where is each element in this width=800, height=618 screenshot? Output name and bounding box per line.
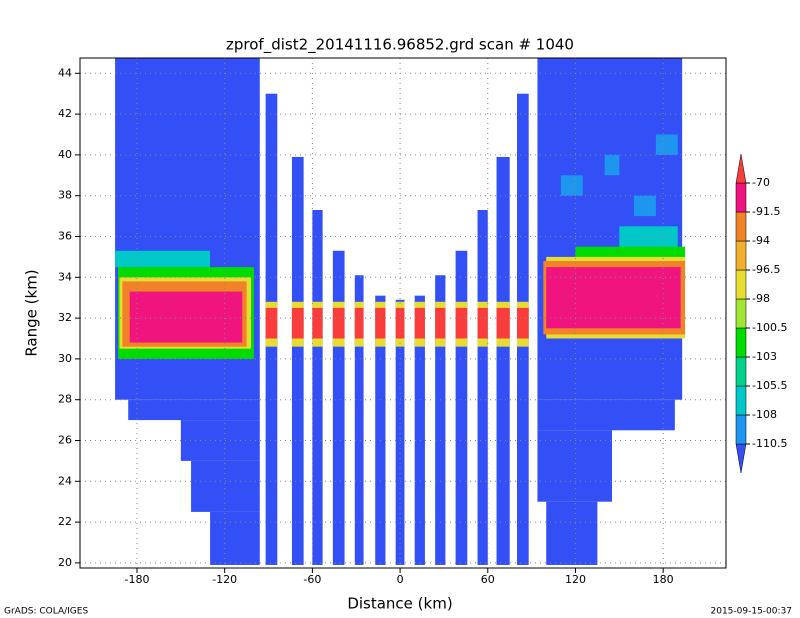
y-tick-label: 36 xyxy=(58,230,72,243)
colorbar-box xyxy=(735,269,747,300)
y-tick-label: 20 xyxy=(58,556,72,569)
cell xyxy=(291,307,304,339)
footer-right: 2015-09-15-00:37 xyxy=(711,607,793,617)
colorbar-arrow xyxy=(735,443,747,474)
cell xyxy=(210,511,260,565)
colorbar-arrow xyxy=(735,153,747,184)
cell xyxy=(332,250,345,565)
cell xyxy=(414,307,425,339)
chart-title: zprof_dist2_20141116.96852.grd scan # 10… xyxy=(226,36,574,55)
y-tick-label: 44 xyxy=(58,66,72,79)
y-tick-label: 38 xyxy=(58,189,72,202)
cell xyxy=(332,307,345,339)
colorbar-box xyxy=(735,298,747,329)
cell xyxy=(517,307,529,339)
cell xyxy=(633,195,656,217)
y-tick-label: 26 xyxy=(58,434,72,447)
colorbar-label: -105.5 xyxy=(752,379,787,392)
x-axis-label: Distance (km) xyxy=(347,595,452,613)
cell xyxy=(414,295,425,565)
colorbar-label: -96.5 xyxy=(752,263,780,276)
y-tick-label: 32 xyxy=(58,311,72,324)
cell xyxy=(477,307,488,339)
x-tick-label: 180 xyxy=(653,573,674,586)
colorbar-label: -100.5 xyxy=(752,321,787,334)
y-tick-label: 28 xyxy=(58,393,72,406)
cell xyxy=(455,307,468,339)
x-tick-label: 120 xyxy=(565,573,586,586)
colorbar-label: -98 xyxy=(752,292,770,305)
cell xyxy=(312,307,323,339)
cell xyxy=(435,275,446,565)
cell xyxy=(128,399,260,421)
cell xyxy=(354,275,364,565)
cell xyxy=(477,209,488,565)
colorbar-label: -108 xyxy=(752,408,777,421)
cell xyxy=(129,291,243,343)
colorbar-box xyxy=(735,356,747,387)
y-tick-label: 24 xyxy=(58,474,72,487)
colorbar-box xyxy=(735,385,747,416)
cell xyxy=(546,501,598,565)
cell xyxy=(395,299,405,565)
y-tick-label: 42 xyxy=(58,107,72,120)
x-tick-label: -120 xyxy=(212,573,237,586)
cell xyxy=(537,430,612,502)
cell xyxy=(375,307,386,339)
colorbar-label: -103 xyxy=(752,350,777,363)
colorbar-label: -91.5 xyxy=(752,205,780,218)
cell xyxy=(291,156,304,565)
cell xyxy=(604,154,620,176)
cell xyxy=(496,156,510,565)
x-tick-label: 0 xyxy=(397,573,404,586)
colorbar-box xyxy=(735,327,747,358)
colorbar-box xyxy=(735,240,747,271)
footer-left: GrADS: COLA/IGES xyxy=(4,607,88,617)
cell xyxy=(496,307,510,339)
colorbar-label: -110.5 xyxy=(752,437,787,450)
y-tick-label: 22 xyxy=(58,515,72,528)
x-tick-label: 60 xyxy=(481,573,495,586)
y-tick-label: 34 xyxy=(58,270,72,283)
plot-frame xyxy=(79,57,727,569)
cell xyxy=(115,250,211,268)
y-tick-label: 30 xyxy=(58,352,72,365)
cell xyxy=(655,134,678,155)
cell xyxy=(560,175,583,196)
cell xyxy=(312,209,323,565)
colorbar-box xyxy=(735,182,747,213)
colorbar-box xyxy=(735,414,747,445)
colorbar-box xyxy=(735,211,747,242)
colorbar-label: -94 xyxy=(752,234,770,247)
x-tick-label: -180 xyxy=(125,573,150,586)
y-tick-label: 40 xyxy=(58,148,72,161)
cell xyxy=(537,399,675,431)
x-tick-label: -60 xyxy=(303,573,321,586)
cell xyxy=(375,295,386,565)
cell xyxy=(354,307,364,339)
cell xyxy=(546,267,681,329)
cell xyxy=(265,307,278,339)
cell xyxy=(191,460,260,512)
y-axis-label: Range (km) xyxy=(23,269,41,356)
colorbar-label: -70 xyxy=(752,176,770,189)
cell xyxy=(455,250,468,565)
cell xyxy=(435,307,446,339)
